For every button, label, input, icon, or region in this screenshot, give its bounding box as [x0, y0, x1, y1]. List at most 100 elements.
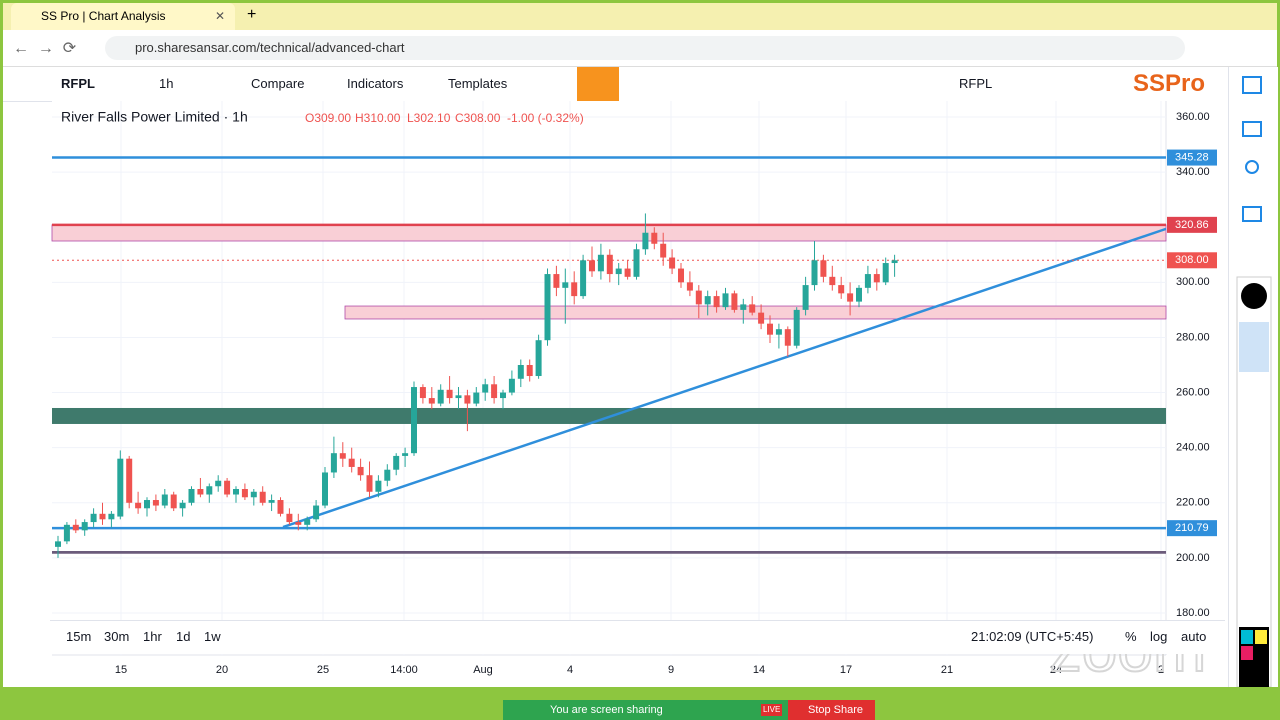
screen-share-bar: You are screen sharing LIVE: [503, 700, 875, 720]
candle-body: [731, 293, 738, 310]
y-tick-label: 200.00: [1176, 552, 1210, 564]
candle-body: [419, 387, 426, 399]
candle-body: [802, 285, 809, 310]
x-tick-label: 14: [753, 664, 765, 676]
range-button[interactable]: 1hr: [143, 629, 162, 644]
candle-body: [455, 395, 462, 399]
candle-body: [767, 323, 773, 335]
range-button[interactable]: 1w: [204, 629, 221, 644]
side-toolbar: [1228, 67, 1278, 687]
candle-body: [669, 257, 676, 269]
tab[interactable]: SS Pro | Chart Analysis ✕: [11, 3, 235, 30]
stop-share-button[interactable]: Stop Share: [788, 700, 875, 720]
compare-button[interactable]: Compare: [251, 76, 305, 91]
candle-body: [330, 453, 337, 473]
candle-body: [704, 296, 711, 305]
candle-body: [313, 505, 320, 520]
trend-line: [282, 227, 1167, 529]
nav-buttons[interactable]: ← → ⟳: [13, 40, 77, 57]
url-field[interactable]: pro.sharesansar.com/technical/advanced-c…: [105, 36, 1185, 60]
logo[interactable]: SSPro: [1133, 70, 1206, 97]
candle-body: [108, 513, 115, 520]
candle-body: [891, 260, 898, 264]
candle-body: [393, 455, 400, 470]
candle-body: [491, 384, 498, 399]
candle-body: [117, 458, 124, 517]
ohlc-label: H310.00: [355, 111, 401, 125]
x-tick-label: 20: [216, 664, 228, 676]
symbol[interactable]: RFPL: [61, 76, 95, 91]
ohlc-label: C308.00: [455, 111, 501, 125]
live-badge: LIVE: [761, 704, 783, 716]
interval[interactable]: 1h: [159, 76, 174, 91]
candle-body: [820, 260, 827, 277]
x-tick-label: 25: [317, 664, 329, 676]
candle-body: [695, 290, 702, 305]
ohlc-label: L302.10: [407, 111, 451, 125]
candle-body: [161, 494, 168, 506]
x-tick-label: 15: [115, 664, 127, 676]
templates-button[interactable]: Templates: [448, 76, 508, 91]
indicators-button[interactable]: Indicators: [347, 76, 404, 91]
candle-body: [179, 502, 186, 509]
candle-body: [544, 274, 551, 341]
url: pro.sharesansar.com/technical/advanced-c…: [135, 40, 405, 55]
new-tab[interactable]: +: [247, 6, 257, 23]
x-tick-label: 9: [668, 664, 674, 676]
candle-body: [170, 494, 177, 509]
candle-body: [259, 491, 266, 503]
candle-body: [135, 502, 142, 509]
candle-body: [793, 309, 800, 346]
candle-body: [508, 378, 515, 393]
y-tick-label: 180.00: [1176, 607, 1210, 619]
level-label: 320.86: [1175, 219, 1209, 231]
candle-body: [749, 304, 756, 313]
candle-body: [526, 365, 533, 377]
candle-body: [72, 524, 79, 531]
candle-body: [686, 282, 693, 291]
auto-toggle[interactable]: auto: [1181, 629, 1207, 644]
level-tag: [1167, 252, 1217, 269]
percent-toggle[interactable]: %: [1125, 629, 1137, 644]
range-button[interactable]: 1d: [176, 629, 191, 644]
candle-body: [580, 260, 587, 297]
candle-body: [500, 392, 506, 399]
candle-body: [660, 243, 667, 258]
candle-body: [215, 480, 222, 487]
chart-title: River Falls Power Limited · 1h: [61, 109, 248, 125]
ohlc-label: -1.00 (-0.32%): [507, 111, 584, 125]
candle-body: [81, 522, 88, 531]
candle-body: [197, 489, 204, 495]
level-label: 210.79: [1175, 522, 1209, 534]
candle-body: [864, 274, 871, 288]
x-tick-label: 21: [941, 664, 953, 676]
candle-body: [740, 304, 747, 310]
plot-background: [52, 101, 1166, 655]
candle-body: [348, 458, 355, 467]
candle-body: [713, 296, 720, 308]
candle-body: [606, 254, 613, 275]
candle-body: [464, 395, 471, 404]
candle-body: [811, 260, 818, 286]
candle-body: [206, 486, 213, 495]
candle-body: [642, 232, 649, 250]
candle-body: [286, 513, 293, 523]
y-tick-label: 300.00: [1176, 276, 1210, 288]
range-button[interactable]: 15m: [66, 629, 92, 644]
candle-body: [384, 469, 391, 481]
candle-body: [241, 489, 248, 498]
candle-body: [277, 500, 284, 514]
bar-style-button[interactable]: [577, 67, 619, 101]
level-tag: [1167, 216, 1217, 233]
range-button[interactable]: 30m: [104, 629, 130, 644]
tab-close[interactable]: ✕: [215, 9, 226, 23]
log-toggle[interactable]: log: [1150, 629, 1168, 644]
candle-body: [633, 249, 640, 277]
candle-body: [589, 260, 595, 272]
chart-app: RFPL 1h Compare Indicators Templates RFP…: [3, 67, 1277, 687]
candle-body: [339, 453, 346, 459]
watchlist-symbol[interactable]: RFPL: [959, 76, 993, 91]
stop-share-label: Stop Share: [808, 704, 864, 716]
